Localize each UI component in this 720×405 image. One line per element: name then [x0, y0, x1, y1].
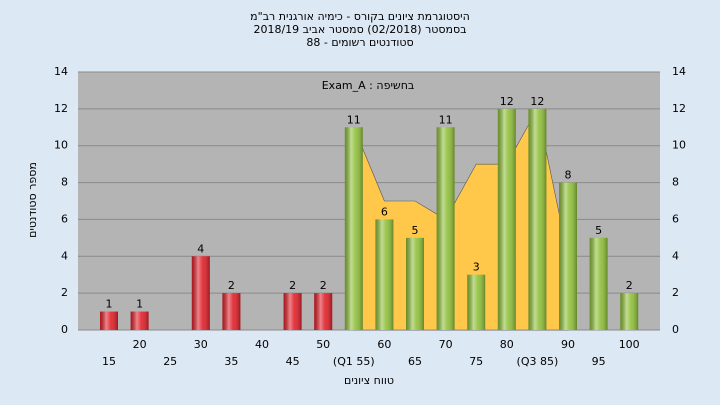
x-tick-label: 15 — [102, 355, 116, 368]
bar-shine — [283, 293, 302, 330]
title-line: היסטוגרמת ציונים בקורס - כימיה אורגנית ר… — [250, 10, 470, 23]
x-tick-label: 50 — [316, 338, 330, 351]
title-line: בסמסטר (02/2018) סמסטר אביב 2018/19 — [253, 23, 466, 36]
y-tick-label: 10 — [54, 139, 68, 152]
y2-tick-label: 6 — [672, 212, 679, 225]
value-label: 6 — [381, 205, 388, 218]
x-tick-label: 40 — [255, 338, 269, 351]
value-label: 2 — [626, 279, 633, 292]
x-tick-label: (Q1 55) — [333, 355, 375, 368]
y2-tick-label: 2 — [672, 286, 679, 299]
y2-tick-label: 10 — [672, 139, 686, 152]
bar-shine — [222, 293, 241, 330]
bar-shine — [620, 293, 639, 330]
x-tick-label: 90 — [561, 338, 575, 351]
x-tick-label: 30 — [194, 338, 208, 351]
y-tick-label: 6 — [61, 212, 68, 225]
x-tick-label: 60 — [377, 338, 391, 351]
bar-shine — [497, 108, 516, 330]
x-tick-label: 80 — [500, 338, 514, 351]
y-tick-label: 14 — [54, 65, 68, 78]
x-tick-label: 100 — [619, 338, 640, 351]
x-tick-label: 20 — [133, 338, 147, 351]
x-axis-title: טווח ציונים — [344, 374, 394, 387]
bar-shine — [589, 237, 608, 330]
y-tick-label: 2 — [61, 286, 68, 299]
y-tick-label: 12 — [54, 102, 68, 115]
y2-tick-label: 14 — [672, 65, 686, 78]
value-label: 1 — [136, 298, 143, 311]
bar-shine — [100, 311, 118, 330]
value-label: 5 — [412, 224, 419, 237]
value-label: 11 — [347, 113, 361, 126]
value-label: 2 — [289, 279, 296, 292]
bar-shine — [191, 256, 210, 330]
bar-shine — [130, 311, 149, 330]
x-tick-label: 75 — [469, 355, 483, 368]
x-tick-label: 45 — [286, 355, 300, 368]
bar-shine — [375, 219, 394, 330]
value-label: 2 — [228, 279, 235, 292]
value-label: 3 — [473, 261, 480, 274]
bar-shine — [528, 108, 547, 330]
y-tick-label: 4 — [61, 249, 68, 262]
y-axis-title: מספר סטודנטים — [26, 162, 39, 238]
x-tick-label: 25 — [163, 355, 177, 368]
bar-shine — [406, 237, 424, 330]
value-label: 4 — [197, 242, 204, 255]
value-label: 11 — [439, 113, 453, 126]
value-label: 5 — [595, 224, 602, 237]
bar-shine — [436, 127, 455, 331]
y-tick-label: 8 — [61, 176, 68, 189]
value-label: 12 — [500, 95, 514, 108]
bar-shine — [467, 274, 486, 330]
y2-tick-label: 4 — [672, 249, 679, 262]
value-label: 2 — [320, 279, 327, 292]
y-tick-label: 0 — [61, 323, 68, 336]
value-label: 1 — [106, 298, 113, 311]
value-label: 12 — [530, 95, 544, 108]
x-tick-label: (Q3 85) — [517, 355, 559, 368]
y2-tick-label: 12 — [672, 102, 686, 115]
annotation: בחשיפה : Exam_A — [322, 79, 415, 92]
title-line: סטודנטים רשומים - 88 — [306, 36, 413, 49]
bar-shine — [314, 293, 333, 330]
x-tick-label: 95 — [592, 355, 606, 368]
bar-shine — [559, 182, 577, 330]
value-label: 8 — [565, 169, 572, 182]
y2-tick-label: 0 — [672, 323, 679, 336]
y2-tick-label: 8 — [672, 176, 679, 189]
x-tick-label: 35 — [224, 355, 238, 368]
bar-shine — [344, 127, 363, 331]
x-tick-label: 65 — [408, 355, 422, 368]
x-tick-label: 70 — [439, 338, 453, 351]
